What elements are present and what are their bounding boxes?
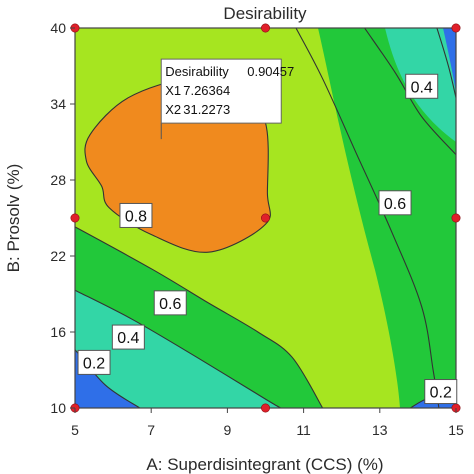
x-tick-label: 7 (147, 422, 155, 438)
contour-label: 0.2 (77, 349, 111, 375)
flag-label: X1 (165, 83, 181, 98)
y-tick-label: 16 (50, 324, 66, 340)
contour-label: 0.6 (378, 190, 412, 216)
contour-label: 0.6 (153, 290, 187, 316)
contour-label-box (111, 324, 145, 350)
flag-value: 7.26364 (183, 83, 230, 98)
contour-label-box (77, 349, 111, 375)
contour-label-box (119, 202, 153, 228)
contour-line-0.2 (436, 28, 456, 98)
y-tick-label: 22 (50, 248, 66, 264)
y-tick-label: 28 (50, 172, 66, 188)
flag-value: 0.90457 (247, 64, 294, 79)
contour-label-box (153, 290, 187, 316)
contour-label-text: 0.4 (117, 330, 139, 347)
contour-label: 0.2 (424, 379, 458, 405)
region-right-0.4-0.6 (318, 28, 456, 408)
band-left-0-0.2 (75, 349, 140, 408)
design-points (70, 23, 461, 413)
design-point (451, 23, 461, 33)
contour-line-0.4 (75, 289, 281, 408)
design-point (451, 213, 461, 223)
contour-line-0.6 (295, 28, 440, 408)
contour-label: 0.8 (119, 202, 153, 228)
contour-line-0.6 (75, 226, 324, 408)
x-tick-label: 15 (448, 422, 464, 438)
band-left-0.2-0.4 (75, 290, 281, 408)
contour-label-text: 0.4 (411, 79, 433, 96)
contour-label: 0.4 (111, 324, 145, 350)
contour-label-text: 0.8 (125, 208, 147, 225)
contour-label-box (405, 73, 439, 99)
y-tick-label: 34 (50, 96, 66, 112)
contour-label: 0.4 (405, 73, 439, 99)
design-point (70, 213, 80, 223)
flag-box (160, 58, 282, 124)
flag-value: 31.2273 (183, 102, 230, 117)
contour-label-text: 0.2 (430, 385, 452, 402)
contour-label-text: 0.2 (83, 355, 105, 372)
x-tick-label: 9 (224, 422, 232, 438)
y-tick-label: 40 (50, 20, 66, 36)
design-point (260, 213, 270, 223)
flag-label: Desirability (165, 64, 229, 79)
contour-label-text: 0.6 (384, 196, 406, 213)
y-tick-label: 10 (50, 400, 66, 416)
y-axis: 10 16 22 28 34 40 (50, 20, 75, 416)
x-tick-label: 11 (296, 422, 311, 438)
x-tick-label: 5 (71, 422, 79, 438)
contour-label-box (378, 190, 412, 216)
x-axis-title: A: Superdisintegrant (CCS) (%) (146, 455, 383, 474)
contour-label-box (424, 379, 458, 405)
contour-label-text: 0.6 (159, 296, 181, 313)
design-point (260, 403, 270, 413)
region-right-0-0.2 (443, 28, 456, 92)
x-tick-label: 13 (372, 422, 388, 438)
chart-title: Desirability (223, 4, 307, 23)
design-point (260, 23, 270, 33)
flag-label: X2 (165, 102, 181, 117)
y-axis-title: B: Prosolv (%) (4, 164, 23, 273)
x-axis: 5 7 9 11 13 15 (71, 408, 464, 438)
contour-labels: 0.2 0.4 0.6 0.8 0.6 0.4 0.2 (77, 73, 458, 405)
